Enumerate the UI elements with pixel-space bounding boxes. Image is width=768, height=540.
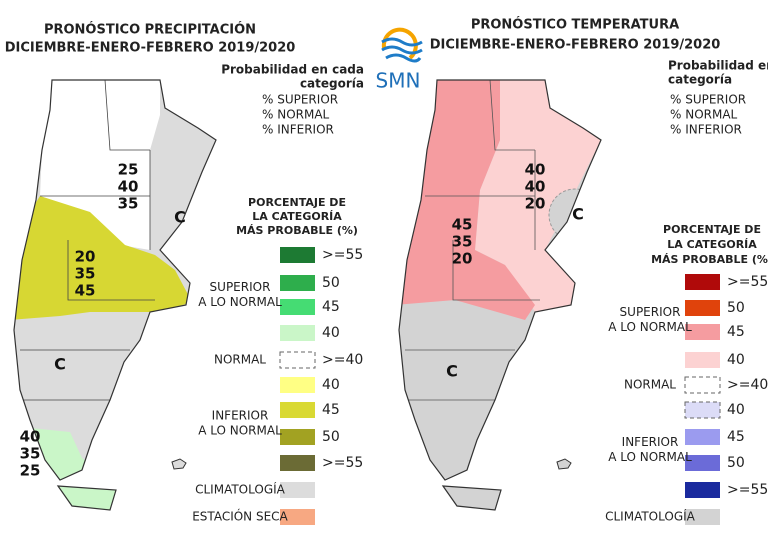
legend-label: 50 (322, 275, 340, 291)
temperature-panel: PRONÓSTICO TEMPERATURA DICIEMBRE-ENERO-FE… (430, 17, 768, 525)
legend-swatch (280, 429, 315, 445)
legend-swatch (685, 509, 720, 525)
legend-label: 40 (322, 325, 340, 341)
map-subtitle: DICIEMBRE-ENERO-FEBRERO 2019/2020 (5, 41, 296, 56)
legend-group-label: INFERIOR (622, 435, 679, 449)
legend-swatch (685, 324, 720, 340)
map-label: 20 (452, 250, 473, 268)
legend-group-label: CLIMATOLOGÍA (605, 509, 696, 524)
map-label: 35 (452, 233, 473, 251)
climatology-mark: C (174, 208, 186, 227)
map-label: 25 (118, 161, 139, 179)
legend-swatch (280, 325, 315, 341)
legend-group-label: A LO NORMAL (608, 450, 692, 464)
legend-swatch (685, 300, 720, 316)
probability-heading: categoría (668, 73, 732, 87)
legend-label: 45 (322, 402, 340, 418)
climatology-mark: C (54, 355, 66, 374)
temperature-map (398, 79, 602, 511)
legend-group-label: SUPERIOR (210, 280, 271, 294)
legend-label: >=55 (727, 274, 768, 290)
probability-item: % SUPERIOR (262, 93, 338, 107)
probability-heading: categoría (300, 77, 364, 91)
legend-label: 45 (727, 324, 745, 340)
map-label: 40 (118, 178, 139, 196)
legend-swatch (280, 275, 315, 291)
legend-swatch (279, 351, 316, 369)
legend-swatch (685, 274, 720, 290)
legend-label: >=40 (727, 377, 768, 393)
legend-heading: MÁS PROBABLE (%) (651, 253, 768, 266)
legend-label: 50 (322, 429, 340, 445)
legend-label: 50 (727, 455, 745, 471)
legend-label: 40 (322, 377, 340, 393)
map-label: 35 (20, 445, 41, 463)
probability-item: % INFERIOR (670, 123, 742, 137)
probability-item: % NORMAL (670, 108, 738, 122)
legend-group-label: A LO NORMAL (608, 320, 692, 334)
legend-label: 40 (727, 402, 745, 418)
probability-heading: Probabilidad en cada (668, 59, 768, 73)
map-label: 35 (75, 265, 96, 283)
legend-heading: PORCENTAJE DE (248, 196, 346, 209)
legend-swatch (280, 455, 315, 471)
map-label: 35 (118, 195, 139, 213)
map-label: 40 (525, 161, 546, 179)
legend-label: 45 (322, 299, 340, 315)
map-subtitle: DICIEMBRE-ENERO-FEBRERO 2019/2020 (430, 38, 721, 53)
legend-heading: MÁS PROBABLE (%) (236, 224, 358, 237)
legend-swatch (280, 402, 315, 418)
legend-group-label: INFERIOR (212, 409, 269, 423)
legend-group-label: NORMAL (624, 378, 676, 392)
legend-heading: LA CATEGORÍA (667, 238, 757, 251)
probability-item: % NORMAL (262, 108, 330, 122)
map-label: 40 (525, 178, 546, 196)
legend-swatch (684, 376, 721, 394)
legend-label: >=40 (322, 352, 363, 368)
climatology-mark: C (572, 205, 584, 224)
legend-swatch (684, 401, 721, 419)
logo-text: SMN (376, 69, 421, 93)
map-label: 20 (525, 195, 546, 213)
legend-group-label: NORMAL (214, 353, 266, 367)
legend-group-label: SUPERIOR (620, 305, 681, 319)
probability-item: % SUPERIOR (670, 93, 746, 107)
climatology-mark: C (446, 362, 458, 381)
legend-heading: LA CATEGORÍA (252, 210, 342, 223)
legend-swatch (685, 352, 720, 368)
legend-swatch (280, 509, 315, 525)
map-label: 40 (20, 428, 41, 446)
map-title: PRONÓSTICO PRECIPITACIÓN (44, 22, 256, 38)
map-label: 25 (20, 462, 41, 480)
legend-label: >=55 (322, 455, 363, 471)
legend-label: 45 (727, 429, 745, 445)
map-label: 45 (75, 282, 96, 300)
legend-label: 50 (727, 300, 745, 316)
legend-group-label: A LO NORMAL (198, 295, 282, 309)
smn-logo: SMN (376, 27, 423, 93)
legend-swatch (685, 482, 720, 498)
probability-item: % INFERIOR (262, 123, 334, 137)
legend-heading: PORCENTAJE DE (663, 223, 761, 236)
legend-swatch (280, 247, 315, 263)
legend-swatch (685, 429, 720, 445)
legend-swatch (280, 377, 315, 393)
legend-group-label: ESTACIÓN SECA (192, 509, 288, 524)
map-title: PRONÓSTICO TEMPERATURA (471, 17, 679, 33)
legend-label: >=55 (727, 482, 768, 498)
legend-swatch (685, 455, 720, 471)
probability-heading: Probabilidad en cada (221, 63, 364, 77)
precipitation-panel: PRONÓSTICO PRECIPITACIÓN DICIEMBRE-ENERO-… (5, 22, 364, 525)
map-label: 20 (75, 248, 96, 266)
legend-group-label: CLIMATOLOGÍA (195, 482, 286, 497)
legend-swatch (280, 482, 315, 498)
map-label: 45 (452, 216, 473, 234)
legend-label: >=55 (322, 247, 363, 263)
legend-group-label: A LO NORMAL (198, 424, 282, 438)
legend-label: 40 (727, 352, 745, 368)
legend-swatch (280, 299, 315, 315)
